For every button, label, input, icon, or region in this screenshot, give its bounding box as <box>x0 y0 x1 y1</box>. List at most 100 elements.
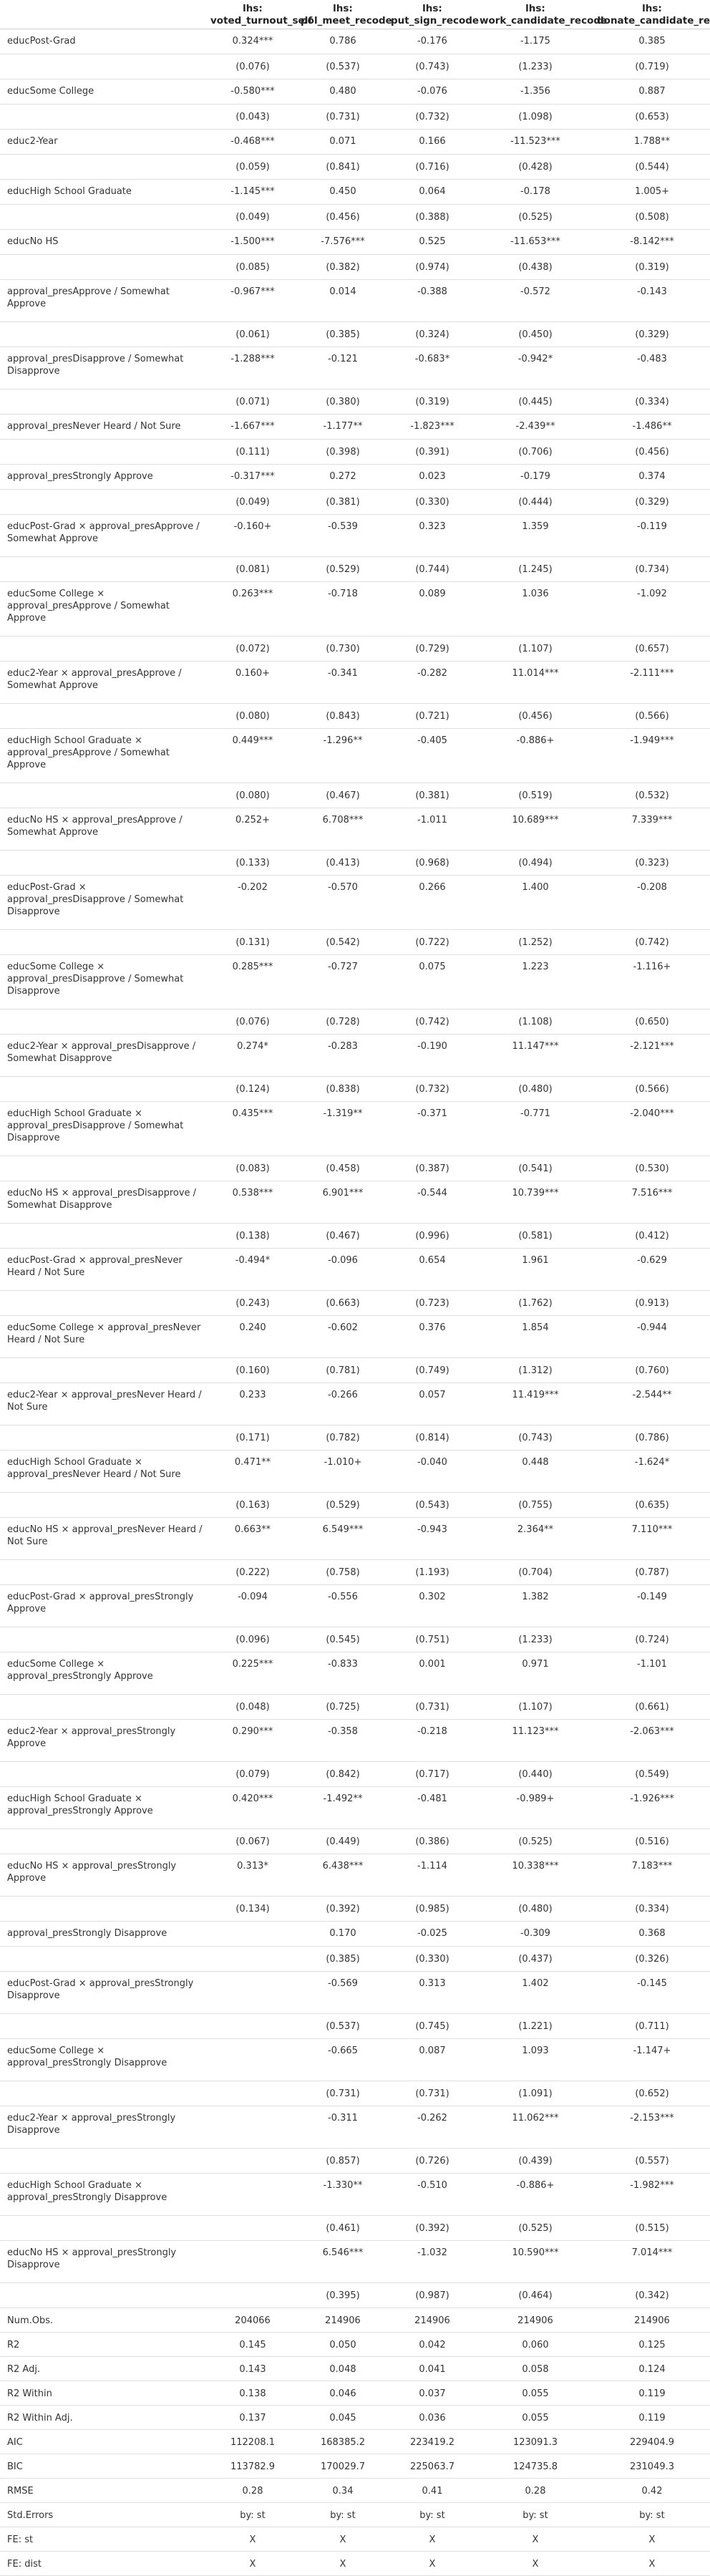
standard-error-row: (0.243) (0.663) (0.723) (1.762) (0.913) <box>0 1290 710 1316</box>
row-label: educSome College <box>0 79 208 105</box>
cell-value: (0.043) <box>208 104 298 130</box>
cell-value: (0.160) <box>208 1357 298 1383</box>
standard-error-row: (0.081) (0.529) (0.744) (1.245) (0.734) <box>0 556 710 582</box>
cell-value: -0.149 <box>594 1584 710 1627</box>
coefficient-row: educPost-Grad × approval_presNever Heard… <box>0 1248 710 1291</box>
cell-value: (0.653) <box>594 104 710 130</box>
cell-value: 0.272 <box>298 464 388 490</box>
cell-value: X <box>477 2527 594 2552</box>
cell-value: (0.438) <box>477 254 594 280</box>
cell-value: 229404.9 <box>594 2429 710 2454</box>
table-body: educPost-Grad 0.324*** 0.786 -0.176 -1.175 0.… <box>0 29 710 2576</box>
row-label <box>0 2013 208 2039</box>
cell-value: 1.788** <box>594 129 710 155</box>
column-header-name: pol_meet_recode <box>301 15 392 26</box>
cell-value: 0.313* <box>208 1854 298 1897</box>
cell-value: 0.654 <box>388 1248 477 1291</box>
cell-value: -0.494* <box>208 1248 298 1291</box>
cell-value: 0.302 <box>388 1584 477 1627</box>
coefficient-row: approval_presApprove / Somewhat Approve -… <box>0 279 710 322</box>
cell-value: (0.728) <box>298 1009 388 1035</box>
cell-value: 0.001 <box>388 1652 477 1695</box>
row-label <box>0 1896 208 1922</box>
cell-value: 7.110*** <box>594 1517 710 1560</box>
cell-value: (0.381) <box>298 489 388 515</box>
row-label <box>0 439 208 465</box>
cell-value: -0.218 <box>388 1719 477 1762</box>
cell-value: (0.743) <box>388 54 477 79</box>
cell-value: -11.653*** <box>477 229 594 255</box>
cell-value: -0.483 <box>594 347 710 389</box>
cell-value: (0.758) <box>298 1559 388 1585</box>
cell-value: X <box>594 2551 710 2576</box>
cell-value: -0.341 <box>298 661 388 704</box>
row-label: approval_presStrongly Disapprove <box>0 1921 208 1947</box>
row-label <box>0 1425 208 1451</box>
cell-value: 0.064 <box>388 179 477 205</box>
row-label: educ2-Year × approval_presStrongly Appro… <box>0 1719 208 1762</box>
cell-value: by: st <box>594 2502 710 2527</box>
row-label: educNo HS <box>0 229 208 255</box>
cell-value: (0.732) <box>388 1076 477 1102</box>
cell-value: 0.450 <box>298 179 388 205</box>
cell-value: (0.323) <box>594 850 710 876</box>
statistic-row: FE: st X X X X X <box>0 2527 710 2552</box>
coefficient-row: educHigh School Graduate × approval_pres… <box>0 728 710 783</box>
cell-value: -1.010+ <box>298 1450 388 1493</box>
row-label <box>0 1694 208 1720</box>
cell-value: -0.076 <box>388 79 477 105</box>
cell-value: 168385.2 <box>298 2429 388 2454</box>
standard-error-row: (0.171) (0.782) (0.814) (0.743) (0.786) <box>0 1425 710 1451</box>
row-label <box>0 1946 208 1972</box>
row-label <box>0 1223 208 1249</box>
cell-value: (0.543) <box>388 1492 477 1518</box>
coefficient-row: educPost-Grad × approval_presApprove / S… <box>0 514 710 557</box>
cell-value: 0.41 <box>388 2478 477 2503</box>
cell-value: 2.364** <box>477 1517 594 1560</box>
cell-value: (0.385) <box>298 321 388 347</box>
cell-value: 0.160+ <box>208 661 298 704</box>
cell-value: -1.011 <box>388 808 477 851</box>
cell-value <box>208 1971 298 2014</box>
column-header-name: voted_turnout_self <box>210 15 313 26</box>
coefficient-row: educSome College × approval_presNever He… <box>0 1315 710 1358</box>
cell-value: -2.439** <box>477 414 594 440</box>
cell-value: (0.319) <box>594 254 710 280</box>
cell-value: -11.523*** <box>477 129 594 155</box>
cell-value: 113782.9 <box>208 2454 298 2479</box>
cell-value: (0.467) <box>298 783 388 808</box>
cell-value: (1.245) <box>477 556 594 582</box>
cell-value: (0.749) <box>388 1357 477 1383</box>
cell-value: (0.751) <box>388 1627 477 1652</box>
cell-value: 0.058 <box>477 2356 594 2381</box>
cell-value: -1.116+ <box>594 954 710 1009</box>
cell-value: (0.529) <box>298 556 388 582</box>
cell-value: -0.942* <box>477 347 594 389</box>
statistic-row: Num.Obs. 204066 214906 214906 214906 214906 <box>0 2308 710 2333</box>
cell-value: -0.358 <box>298 1719 388 1762</box>
cell-value: -0.481 <box>388 1786 477 1829</box>
cell-value: (0.124) <box>208 1076 298 1102</box>
cell-value: 112208.1 <box>208 2429 298 2454</box>
cell-value: -0.309 <box>477 1921 594 1947</box>
cell-value: (0.330) <box>388 1946 477 1972</box>
cell-value: 0.525 <box>388 229 477 255</box>
cell-value: 0.075 <box>388 954 477 1009</box>
row-label: educPost-Grad × approval_presStrongly Di… <box>0 1971 208 2014</box>
standard-error-row: (0.857) (0.726) (0.439) (0.557) <box>0 2148 710 2174</box>
cell-value: by: st <box>298 2502 388 2527</box>
cell-value: -0.025 <box>388 1921 477 1947</box>
column-header-name: put_sign_recode <box>391 15 480 26</box>
standard-error-row: (0.124) (0.838) (0.732) (0.480) (0.566) <box>0 1076 710 1102</box>
row-label: approval_presDisapprove / Somewhat Disap… <box>0 347 208 389</box>
cell-value: (1.108) <box>477 1009 594 1035</box>
cell-value: -0.468*** <box>208 129 298 155</box>
column-header-name: donate_candidate_recode <box>597 15 710 26</box>
row-label <box>0 2081 208 2106</box>
cell-value: -0.539 <box>298 514 388 557</box>
row-label: educNo HS × approval_presDisapprove / So… <box>0 1181 208 1224</box>
standard-error-row: (0.138) (0.467) (0.996) (0.581) (0.412) <box>0 1223 710 1249</box>
cell-value: (1.098) <box>477 104 594 130</box>
cell-value: (0.494) <box>477 850 594 876</box>
cell-value: (0.731) <box>388 2081 477 2106</box>
